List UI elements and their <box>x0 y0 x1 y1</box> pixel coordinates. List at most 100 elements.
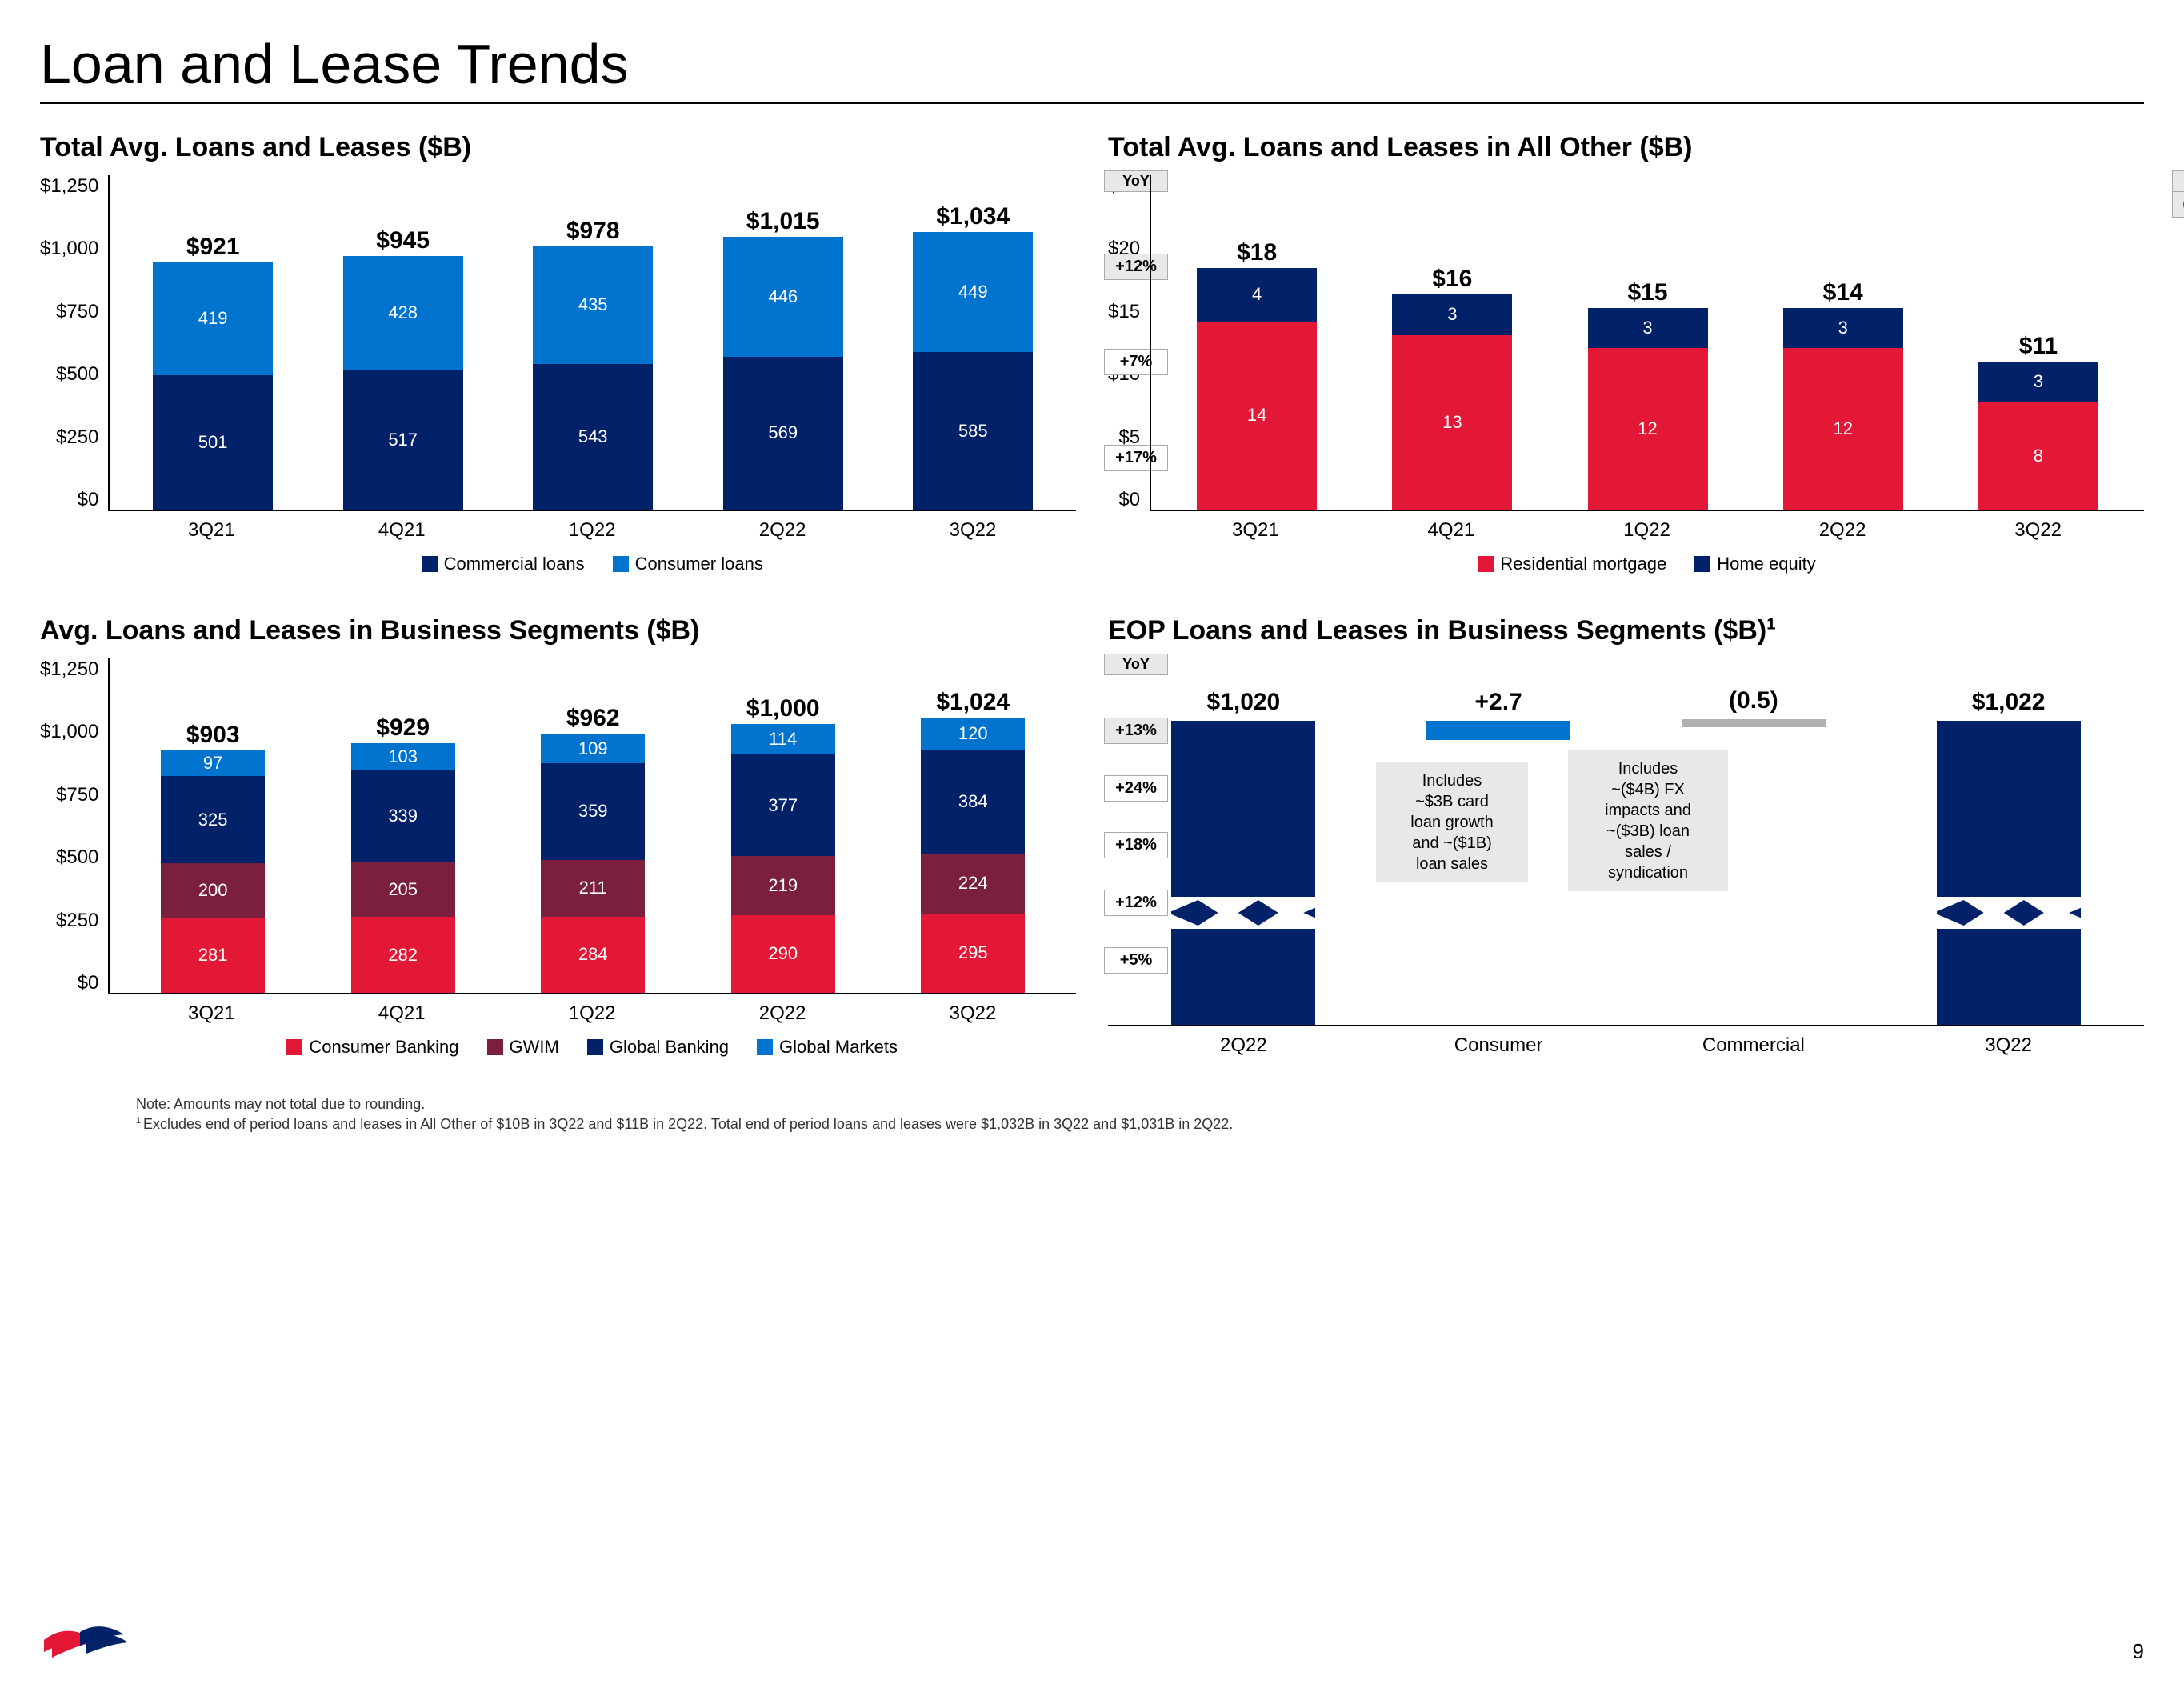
bar-segment: 281 <box>161 918 265 993</box>
bar-total-label: $14 <box>1783 279 1903 306</box>
chart-all-other: Total Avg. Loans and Leases in All Other… <box>1108 132 2144 591</box>
bar-segment: 200 <box>161 863 265 917</box>
waterfall-bar: $1,020 <box>1171 721 1315 1025</box>
bar-total-label: $1,034 <box>913 203 1033 230</box>
bar-total-label: $962 <box>541 705 645 732</box>
footnote-note: Note: Amounts may not total due to round… <box>136 1094 2144 1114</box>
bar-segment: 359 <box>541 763 645 860</box>
bar-segment: 446 <box>723 237 843 357</box>
bar-column: 123$14 <box>1783 308 1903 510</box>
plot-area: $1,020+2.7(0.5)$1,022Includes~$3B cardlo… <box>1108 658 2144 1026</box>
bar-segment: 114 <box>731 724 835 754</box>
bar-segment: 428 <box>343 256 463 371</box>
plot-area: YoY 501419$921517428$945543435$978569446… <box>108 175 1076 511</box>
bar-column: 501419$921 <box>153 262 273 510</box>
bar-segment: 290 <box>731 915 835 993</box>
x-axis: 3Q214Q211Q222Q223Q22 <box>108 994 1076 1025</box>
x-axis: 3Q214Q211Q222Q223Q22 <box>108 511 1076 542</box>
bar-total-label: $921 <box>153 234 273 261</box>
legend: Residential mortgage Home equity <box>1150 554 2144 574</box>
bar-segment: 377 <box>731 754 835 856</box>
footnotes: Note: Amounts may not total due to round… <box>136 1094 2144 1134</box>
bar-column: 123$15 <box>1588 308 1708 510</box>
legend-item: Commercial loans <box>422 554 585 574</box>
bar-segment: 211 <box>541 860 645 917</box>
bar-total-label: $16 <box>1392 266 1512 293</box>
page-title: Loan and Lease Trends <box>40 32 2144 96</box>
bar-total-label: $18 <box>1197 239 1317 266</box>
legend-item: Residential mortgage <box>1478 554 1666 574</box>
yoy-total-badge: (40%) <box>2172 191 2184 218</box>
chart-title: EOP Loans and Leases in Business Segment… <box>1108 615 2144 646</box>
bar-total-label: $903 <box>161 722 265 749</box>
bar-segment: 3 <box>1783 308 1903 348</box>
bar-total-label: $1,015 <box>723 208 843 235</box>
bar-segment: 219 <box>731 856 835 915</box>
legend-item: Consumer loans <box>613 554 763 574</box>
bar-segment: 284 <box>541 917 645 993</box>
plot-area: YoY 144$18133$16123$15123$1483$11(40%) <box>1150 175 2144 511</box>
bar-column: 28120032597$903 <box>161 750 265 993</box>
bar-column: 83$11 <box>1978 362 2098 510</box>
bar-segment: 109 <box>541 734 645 763</box>
bar-segment: 14 <box>1197 322 1317 510</box>
bar-total-label: $15 <box>1588 279 1708 306</box>
callout: Includes~($4B) FXimpacts and~($3B) loans… <box>1568 750 1728 891</box>
bar-segment: 3 <box>1588 308 1708 348</box>
bar-segment: 205 <box>351 862 455 917</box>
bar-column: 284211359109$962 <box>541 734 645 993</box>
bar-total-label: $1,000 <box>731 695 835 722</box>
bar-segment: 384 <box>921 750 1025 854</box>
bar-column: 585449$1,034 <box>913 232 1033 510</box>
bar-segment: 103 <box>351 743 455 771</box>
waterfall-bar: $1,022 <box>1937 721 2081 1025</box>
bar-segment: 569 <box>723 357 843 510</box>
bar-segment: 4 <box>1197 268 1317 322</box>
footnote-1: 1 Excludes end of period loans and lease… <box>136 1114 2144 1134</box>
page-number: 9 <box>2133 1639 2144 1664</box>
bar-total-label: $978 <box>533 218 653 245</box>
legend-item: Home equity <box>1694 554 1816 574</box>
bar-segment: 3 <box>1392 294 1512 334</box>
bar-segment: 295 <box>921 914 1025 993</box>
chart-title: Avg. Loans and Leases in Business Segmen… <box>40 615 1076 646</box>
legend: Consumer BankingGWIMGlobal BankingGlobal… <box>108 1037 1076 1058</box>
bar-segment: 12 <box>1588 348 1708 510</box>
legend-item: Global Markets <box>757 1037 898 1058</box>
bar-segment: 339 <box>351 770 455 862</box>
bar-segment: 224 <box>921 854 1025 914</box>
bar-column: 295224384120$1,024 <box>921 718 1025 993</box>
bar-segment: 435 <box>533 246 653 363</box>
bar-column: 517428$945 <box>343 256 463 510</box>
y-axis: $1,250$1,000$750$500$250$0 <box>40 175 108 511</box>
x-axis: 3Q214Q211Q222Q223Q22 <box>1150 511 2144 542</box>
legend-item: Global Banking <box>587 1037 729 1058</box>
chart-total-loans: Total Avg. Loans and Leases ($B) $1,250$… <box>40 132 1076 591</box>
chart-eop-waterfall: EOP Loans and Leases in Business Segment… <box>1108 615 2144 1074</box>
bar-total-label: $945 <box>343 227 463 254</box>
bar-column: 569446$1,015 <box>723 237 843 510</box>
divider <box>40 102 2144 104</box>
bar-total-label: $929 <box>351 714 455 742</box>
bar-total-label: $11 <box>1978 333 2098 360</box>
bar-segment: 12 <box>1783 348 1903 510</box>
x-axis: 2Q22ConsumerCommercial3Q22 <box>1108 1026 2144 1057</box>
bar-total-label: $1,024 <box>921 689 1025 716</box>
chart-title: Total Avg. Loans and Leases in All Other… <box>1108 132 2144 163</box>
bar-segment: 419 <box>153 262 273 375</box>
bar-segment: 120 <box>921 718 1025 750</box>
legend: Commercial loans Consumer loans <box>108 554 1076 574</box>
bar-segment: 325 <box>161 776 265 863</box>
chart-business-segments: Avg. Loans and Leases in Business Segmen… <box>40 615 1076 1074</box>
bar-segment: 8 <box>1978 402 2098 510</box>
bar-column: 543435$978 <box>533 246 653 510</box>
bar-segment: 3 <box>1978 362 2098 402</box>
bar-column: 133$16 <box>1392 294 1512 510</box>
bar-segment: 97 <box>161 750 265 777</box>
bar-column: 144$18 <box>1197 268 1317 510</box>
legend-item: Consumer Banking <box>286 1037 458 1058</box>
bofa-logo-icon <box>40 1612 128 1664</box>
bar-column: 282205339103$929 <box>351 743 455 993</box>
bar-segment: 585 <box>913 352 1033 510</box>
bar-segment: 501 <box>153 375 273 510</box>
